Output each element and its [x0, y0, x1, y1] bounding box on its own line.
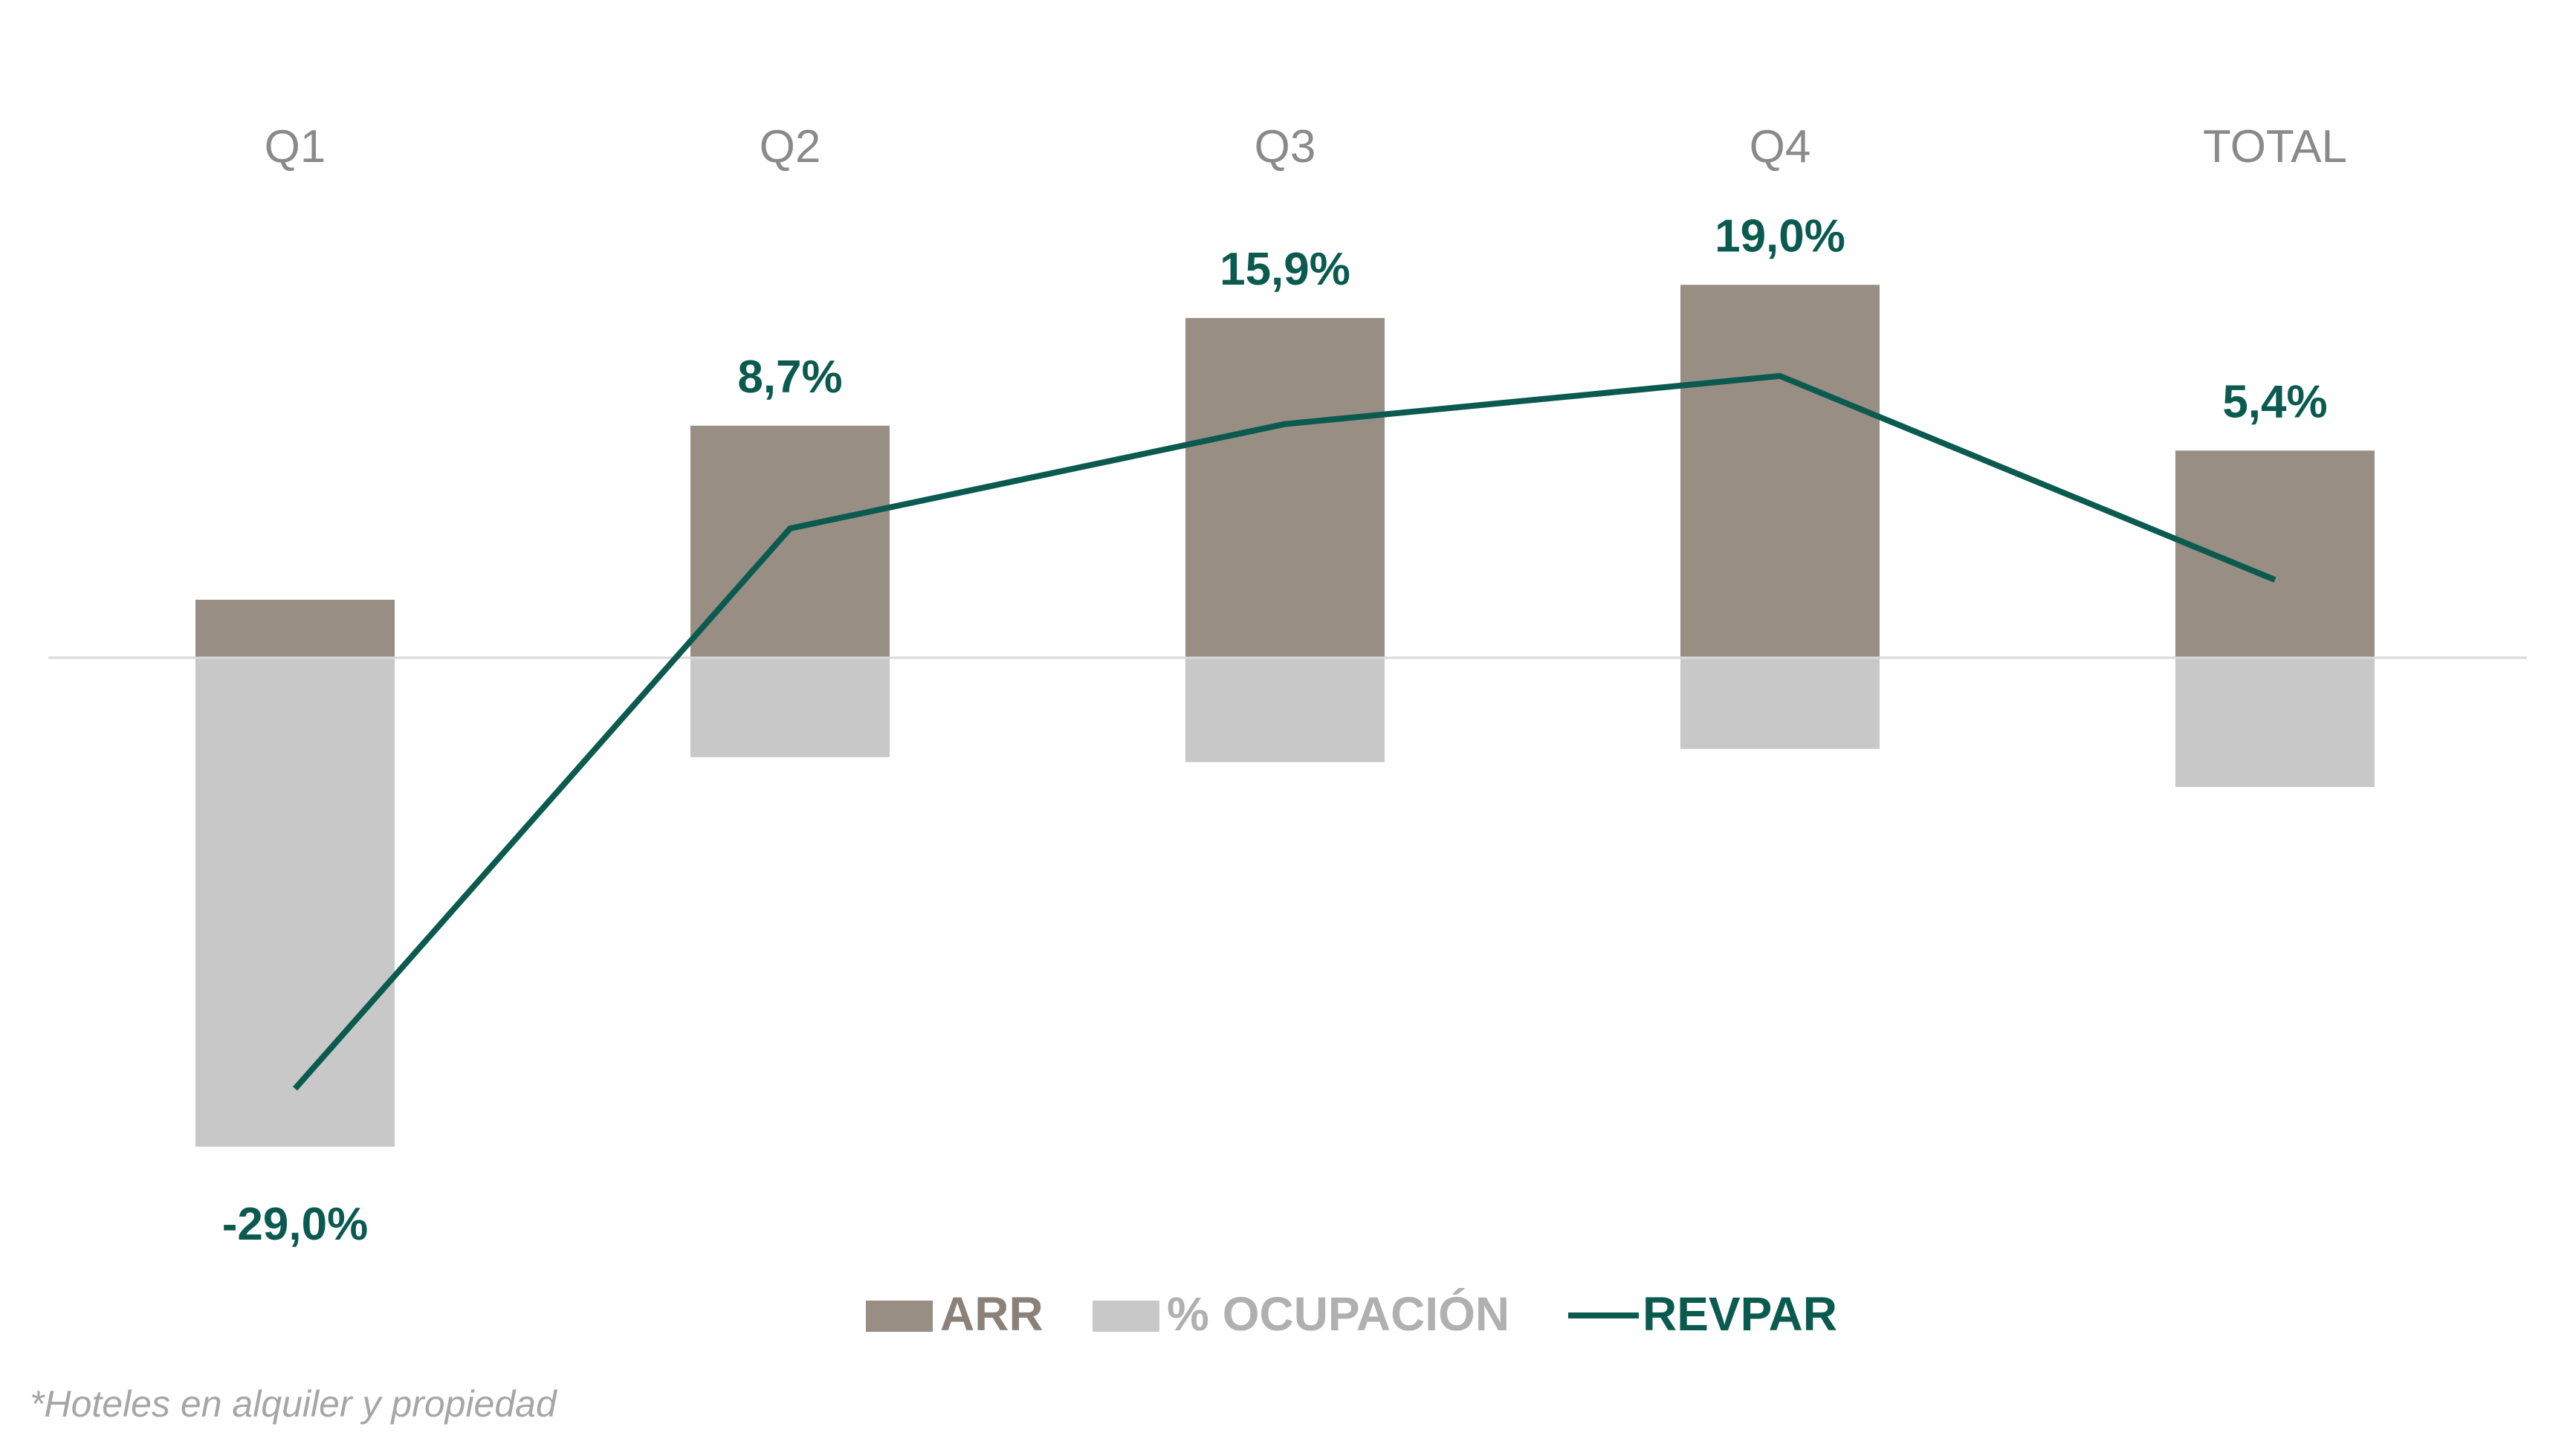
legend-label-revpar: REVPAR [1643, 1287, 1837, 1341]
footnote: *Hoteles en alquiler y propiedad [30, 1383, 557, 1425]
legend-label-arr: ARR [940, 1287, 1043, 1341]
arr-bar-q4 [1680, 285, 1880, 658]
category-label-total: TOTAL [2203, 121, 2347, 172]
ocupacion-bar-q3 [1185, 658, 1385, 763]
category-label-q3: Q3 [1255, 121, 1316, 172]
category-label-q1: Q1 [265, 121, 326, 172]
arr-bar-q2 [690, 425, 890, 658]
arr-bar-q3 [1185, 317, 1385, 658]
ocupacion-bar-q2 [690, 658, 890, 757]
ocupacion-bar-q1 [195, 658, 395, 1147]
data-label-q1: -29,0% [222, 1199, 368, 1250]
legend: ARR % OCUPACIÓN REVPAR [866, 1287, 1837, 1341]
revpar-line [293, 372, 2276, 1091]
data-label-total: 5,4% [2222, 376, 2327, 427]
bars [195, 285, 2375, 1147]
data-label-q3: 15,9% [1220, 244, 1350, 295]
legend-swatch-ocupacion [1093, 1301, 1159, 1332]
data-label-q4: 19,0% [1715, 210, 1845, 262]
arr-bar-q1 [195, 599, 395, 658]
ocupacion-bar-q4 [1680, 658, 1880, 749]
data-label-q2: 8,7% [737, 352, 842, 403]
category-labels: Q1 Q2 Q3 Q4 TOTAL [265, 121, 2347, 172]
ocupacion-bar-total [2175, 658, 2375, 787]
category-label-q2: Q2 [760, 121, 821, 172]
category-label-q4: Q4 [1750, 121, 1811, 172]
legend-swatch-arr [866, 1301, 933, 1332]
legend-label-ocupacion: % OCUPACIÓN [1167, 1287, 1509, 1341]
data-labels: -29,0% 8,7% 15,9% 19,0% 5,4% [222, 210, 2328, 1250]
